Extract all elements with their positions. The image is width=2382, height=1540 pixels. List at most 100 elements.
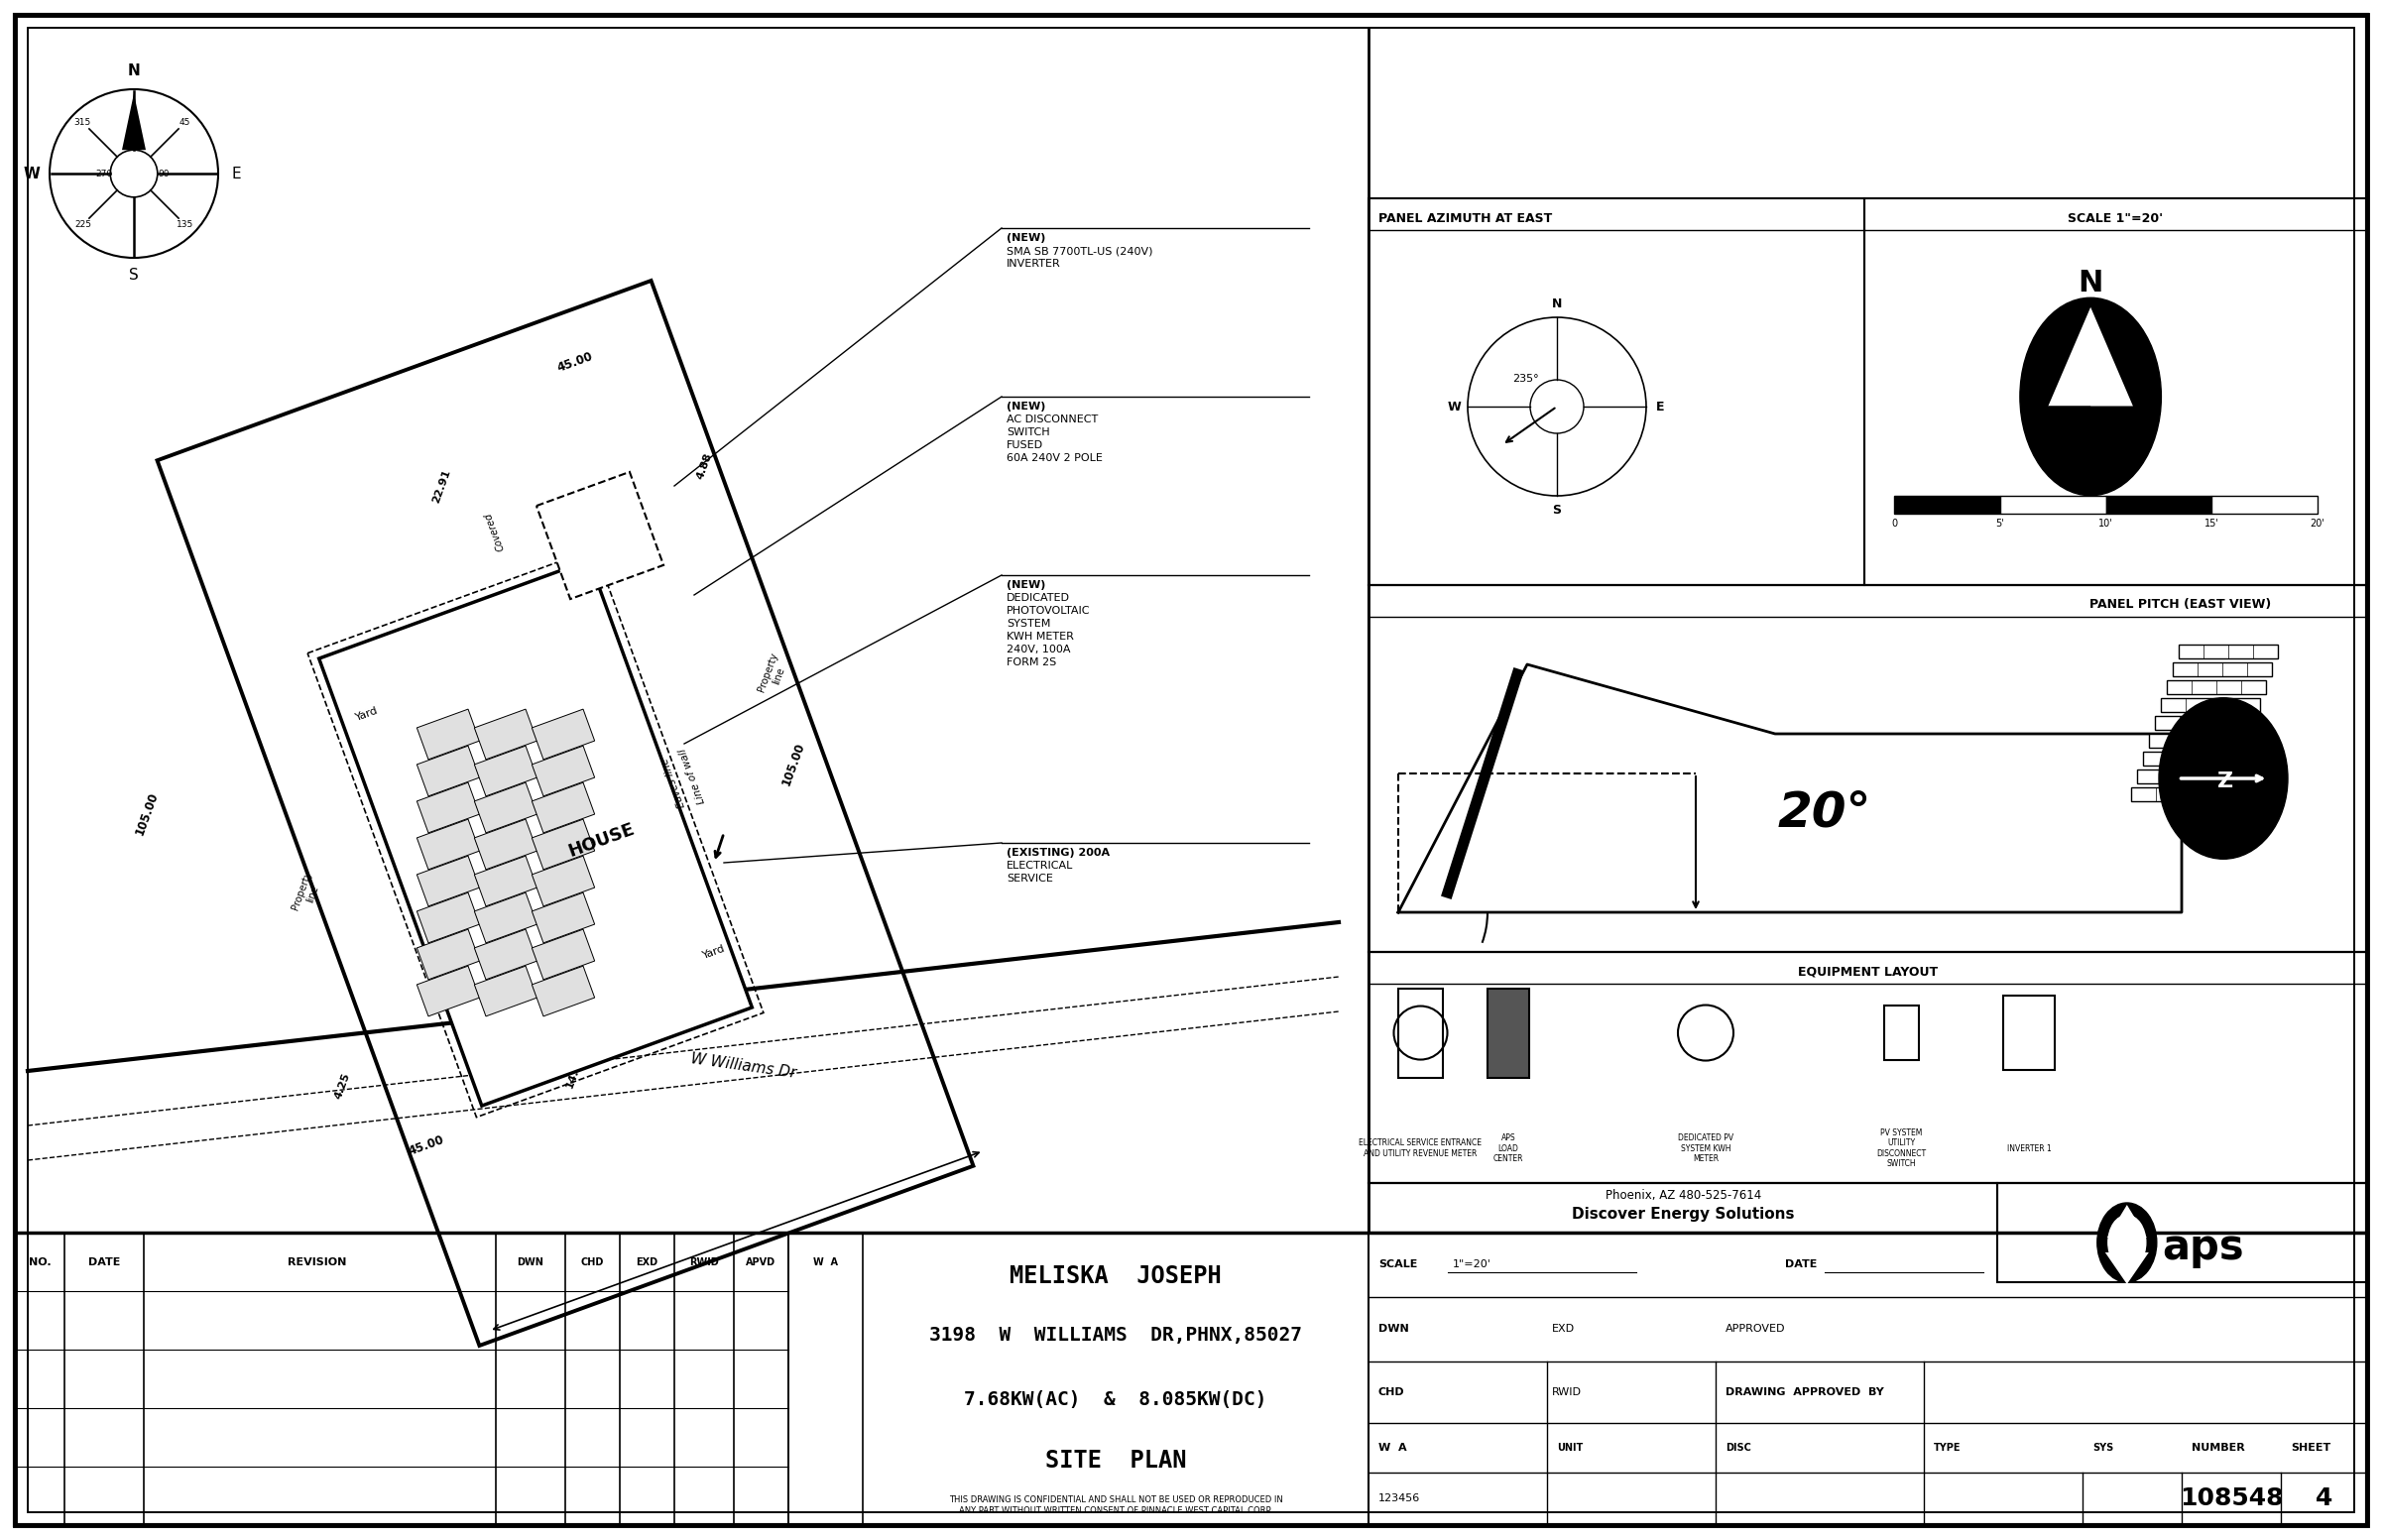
- Text: DWN: DWN: [517, 1257, 543, 1267]
- Text: 45: 45: [179, 119, 191, 126]
- Text: Covered: Covered: [484, 511, 505, 551]
- Polygon shape: [417, 819, 479, 870]
- Polygon shape: [531, 745, 596, 796]
- Text: 3198  W  WILLIAMS  DR,PHNX,85027: 3198 W WILLIAMS DR,PHNX,85027: [929, 1326, 1303, 1344]
- Text: (NEW): (NEW): [1008, 233, 1046, 243]
- Text: APVD: APVD: [746, 1257, 777, 1267]
- Text: S: S: [1553, 504, 1560, 516]
- Text: SERVICE: SERVICE: [1008, 873, 1053, 884]
- Text: Line of wall: Line of wall: [676, 747, 707, 805]
- Text: FUSED: FUSED: [1008, 440, 1043, 450]
- Text: N: N: [1551, 297, 1563, 310]
- Polygon shape: [417, 782, 479, 833]
- Text: E: E: [1655, 400, 1665, 413]
- Bar: [2149, 733, 2249, 748]
- Polygon shape: [417, 856, 479, 906]
- Text: RWID: RWID: [688, 1257, 719, 1267]
- Polygon shape: [2108, 1204, 2146, 1238]
- Ellipse shape: [2020, 297, 2160, 496]
- Polygon shape: [417, 745, 479, 796]
- Text: 225: 225: [74, 220, 91, 229]
- Polygon shape: [531, 929, 596, 979]
- Text: THIS DRAWING IS CONFIDENTIAL AND SHALL NOT BE USED OR REPRODUCED IN
ANY PART WIT: THIS DRAWING IS CONFIDENTIAL AND SHALL N…: [948, 1495, 1282, 1515]
- Bar: [2180, 645, 2277, 659]
- Text: 5': 5': [1996, 519, 2003, 528]
- Text: 45.00: 45.00: [555, 350, 596, 374]
- Ellipse shape: [2158, 698, 2287, 859]
- Text: (EXISTING) 200A: (EXISTING) 200A: [1008, 849, 1110, 858]
- Text: APS
LOAD
CENTER: APS LOAD CENTER: [1494, 1133, 1524, 1163]
- Polygon shape: [536, 471, 665, 599]
- Bar: [2144, 752, 2241, 765]
- Text: DATE: DATE: [88, 1257, 119, 1267]
- Text: Yard: Yard: [700, 944, 727, 961]
- Text: (NEW): (NEW): [1008, 402, 1046, 411]
- Text: W Williams Dr: W Williams Dr: [691, 1052, 798, 1081]
- Bar: [2132, 787, 2230, 801]
- Polygon shape: [531, 856, 596, 906]
- Text: W: W: [1446, 400, 1460, 413]
- Text: 4.88: 4.88: [696, 451, 715, 480]
- Text: aps: aps: [2163, 1227, 2244, 1269]
- Text: 20°: 20°: [1777, 790, 1872, 836]
- Text: DRAWING  APPROVED  BY: DRAWING APPROVED BY: [1725, 1388, 1884, 1397]
- Bar: [1370, 1183, 1998, 1232]
- Text: EXD: EXD: [1553, 1324, 1575, 1334]
- Text: 4.25: 4.25: [333, 1072, 353, 1101]
- Bar: [2172, 662, 2272, 676]
- Text: ELECTRICAL: ELECTRICAL: [1008, 861, 1074, 870]
- Text: REVISION: REVISION: [288, 1257, 348, 1267]
- Text: (NEW): (NEW): [1008, 581, 1046, 590]
- Bar: [1998, 1183, 2368, 1283]
- Polygon shape: [474, 745, 538, 796]
- Text: 45.00: 45.00: [407, 1133, 445, 1158]
- Text: SITE  PLAN: SITE PLAN: [1046, 1449, 1186, 1472]
- Bar: [1370, 952, 2368, 1183]
- Text: 90: 90: [157, 169, 169, 179]
- Ellipse shape: [2096, 1203, 2156, 1283]
- Polygon shape: [474, 893, 538, 942]
- Text: DEDICATED: DEDICATED: [1008, 593, 1070, 604]
- Text: APPROVED: APPROVED: [1725, 1324, 1786, 1334]
- Text: 14.00: 14.00: [565, 1053, 586, 1089]
- Bar: [1398, 989, 1443, 1078]
- Bar: [1865, 199, 2368, 585]
- Text: SMA SB 7700TL-US (240V): SMA SB 7700TL-US (240V): [1008, 246, 1153, 256]
- Text: SCALE: SCALE: [1379, 1260, 1417, 1270]
- Polygon shape: [474, 856, 538, 906]
- Polygon shape: [531, 708, 596, 759]
- Text: DISC: DISC: [1725, 1443, 1751, 1452]
- Text: SYS: SYS: [2091, 1443, 2113, 1452]
- Text: ELECTRICAL SERVICE ENTRANCE
AND UTILITY REVENUE METER: ELECTRICAL SERVICE ENTRANCE AND UTILITY …: [1360, 1138, 1482, 1158]
- Text: 7.68KW(AC)  &  8.085KW(DC): 7.68KW(AC) & 8.085KW(DC): [965, 1391, 1267, 1409]
- Bar: [1370, 199, 1865, 585]
- Text: RWID: RWID: [1553, 1388, 1582, 1397]
- Text: 105.00: 105.00: [779, 741, 807, 787]
- Text: W  A: W A: [1379, 1443, 1408, 1452]
- Text: 22.91: 22.91: [431, 468, 453, 504]
- Text: 1"=20': 1"=20': [1453, 1260, 1491, 1270]
- Text: SYSTEM: SYSTEM: [1008, 619, 1050, 628]
- Text: S: S: [129, 268, 138, 283]
- Text: PANEL AZIMUTH AT EAST: PANEL AZIMUTH AT EAST: [1379, 211, 1553, 225]
- Polygon shape: [474, 966, 538, 1016]
- Text: SHEET: SHEET: [2291, 1443, 2330, 1452]
- Text: KWH METER: KWH METER: [1008, 631, 1074, 642]
- Polygon shape: [474, 782, 538, 833]
- Text: 60A 240V 2 POLE: 60A 240V 2 POLE: [1008, 453, 1103, 464]
- Text: N: N: [129, 65, 141, 79]
- Bar: [2106, 496, 2210, 514]
- Text: Eaves line: Eaves line: [660, 756, 686, 808]
- Text: W  A: W A: [812, 1257, 838, 1267]
- Text: Yard: Yard: [355, 705, 379, 722]
- Bar: [2160, 698, 2261, 711]
- Text: PV SYSTEM
UTILITY
DISCONNECT
SWITCH: PV SYSTEM UTILITY DISCONNECT SWITCH: [1877, 1129, 1927, 1169]
- Text: NO.: NO.: [29, 1257, 50, 1267]
- Polygon shape: [2106, 1252, 2149, 1284]
- Bar: [2001, 496, 2106, 514]
- Text: DWN: DWN: [1379, 1324, 1408, 1334]
- Text: DEDICATED PV
SYSTEM KWH
METER: DEDICATED PV SYSTEM KWH METER: [1677, 1133, 1734, 1163]
- Polygon shape: [474, 819, 538, 870]
- Bar: [1894, 496, 2001, 514]
- Text: 15': 15': [2203, 519, 2220, 528]
